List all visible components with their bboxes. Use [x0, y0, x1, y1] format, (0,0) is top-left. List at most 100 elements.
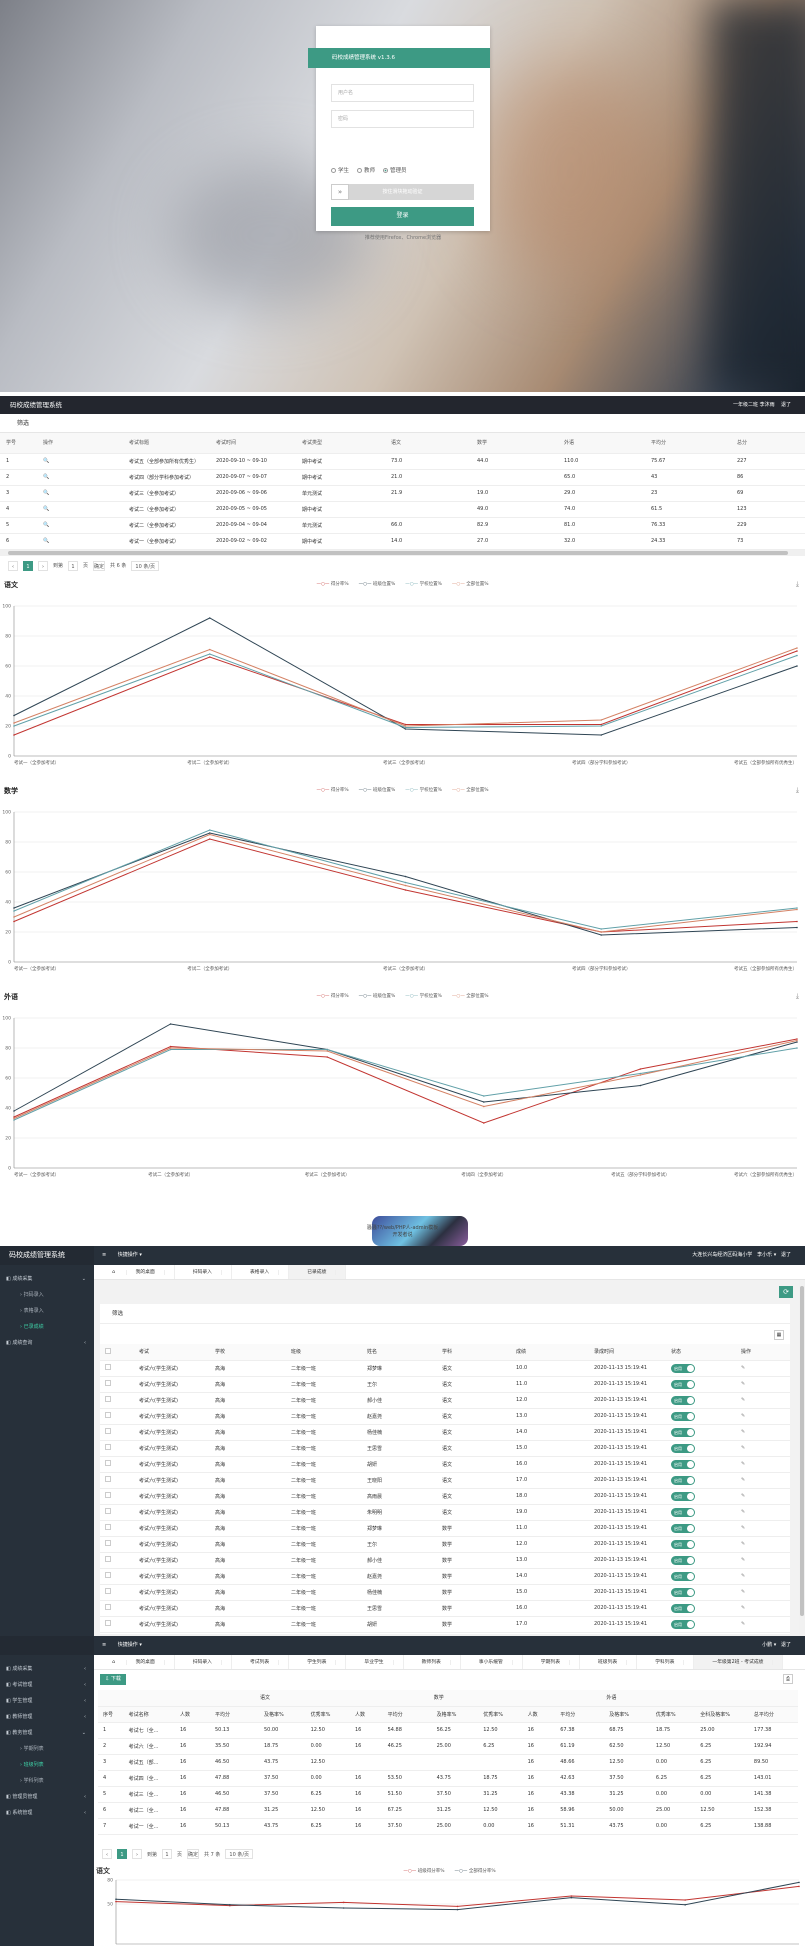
status-toggle[interactable]: 启用	[671, 1475, 695, 1485]
sidebar-item[interactable]: ◧ 成绩采集 ⌄	[6, 1271, 94, 1287]
password-input[interactable]: 密码	[331, 110, 474, 128]
legend-item[interactable]: —○— 学校位置%	[405, 994, 442, 999]
legend-item[interactable]: —○— 全部位置%	[452, 994, 489, 999]
column-header[interactable]: 学号	[0, 433, 37, 454]
refresh-icon[interactable]: ⟳	[779, 1286, 793, 1298]
status-toggle[interactable]: 启用	[671, 1539, 695, 1549]
column-header[interactable]: 外语	[558, 433, 645, 454]
legend-item[interactable]: —○— 全部位置%	[452, 582, 489, 587]
sidebar-item[interactable]: › 扫码录入	[6, 1287, 94, 1303]
edit-icon[interactable]: ✎	[736, 1376, 790, 1393]
row-checkbox[interactable]	[105, 1460, 111, 1466]
column-header[interactable]: 优秀率%	[478, 1706, 523, 1723]
column-header[interactable]: 录成时间	[589, 1344, 666, 1361]
logout-link[interactable]: 退了	[780, 1642, 791, 1648]
slider-handle[interactable]: »	[331, 184, 349, 200]
row-checkbox[interactable]	[105, 1508, 111, 1514]
column-header[interactable]: 学校	[210, 1344, 286, 1361]
filter-bar[interactable]: 筛选	[100, 1304, 790, 1324]
column-header[interactable]: 总分	[731, 433, 805, 454]
slide-captcha[interactable]: » 按住滑块拖动验证	[331, 184, 474, 200]
edit-icon[interactable]: ✎	[736, 1616, 790, 1633]
view-icon[interactable]: 🔍	[37, 501, 123, 518]
column-header[interactable]: 考试标题	[123, 433, 210, 454]
column-header[interactable]: 及格率%	[604, 1706, 651, 1723]
status-toggle[interactable]: 启用	[671, 1459, 695, 1469]
confirm-button[interactable]: 确定	[187, 1849, 200, 1859]
legend-item[interactable]: —○— 班级位置%	[359, 582, 396, 587]
logout-link[interactable]: 退了	[780, 402, 791, 408]
tab[interactable]: 扫码录入	[175, 1655, 232, 1669]
page-number[interactable]: 1	[23, 560, 33, 571]
columns-icon[interactable]: ▦	[774, 1330, 784, 1340]
view-icon[interactable]: 🔍	[37, 453, 123, 470]
page-input[interactable]: 1	[68, 560, 79, 571]
legend-item[interactable]: —○— 全部位置%	[452, 788, 489, 793]
download-icon[interactable]: ⤓	[795, 785, 799, 794]
column-header[interactable]: 优秀率%	[650, 1706, 696, 1723]
sidebar-item[interactable]: › 学期列表	[6, 1741, 94, 1757]
column-header[interactable]	[100, 1344, 134, 1361]
edit-icon[interactable]: ✎	[736, 1584, 790, 1601]
sidebar-item[interactable]: › 班级列表	[6, 1757, 94, 1773]
edit-icon[interactable]: ✎	[736, 1424, 790, 1441]
vertical-scrollbar[interactable]	[799, 1280, 805, 1636]
role-admin[interactable]: 管理员	[383, 166, 407, 174]
select-all-checkbox[interactable]	[105, 1347, 111, 1354]
tab[interactable]: ⌂ 我的桌面	[94, 1265, 175, 1279]
role-teacher[interactable]: 教师	[357, 166, 375, 174]
edit-icon[interactable]: ✎	[736, 1440, 790, 1457]
edit-icon[interactable]: ✎	[736, 1488, 790, 1505]
column-header[interactable]: 考试	[134, 1344, 210, 1361]
tab[interactable]: 考试列表	[232, 1655, 290, 1669]
status-toggle[interactable]: 启用	[671, 1619, 695, 1629]
column-header[interactable]: 成绩	[511, 1344, 589, 1361]
row-checkbox[interactable]	[105, 1492, 111, 1498]
row-checkbox[interactable]	[105, 1444, 111, 1450]
sidebar-item[interactable]: ◧ 管理员管理 ‹	[6, 1789, 94, 1805]
row-checkbox[interactable]	[105, 1604, 111, 1610]
edit-icon[interactable]: ✎	[736, 1392, 790, 1409]
row-checkbox[interactable]	[105, 1412, 111, 1418]
column-header[interactable]: 状态	[666, 1344, 736, 1361]
row-checkbox[interactable]	[105, 1524, 111, 1530]
prev-page[interactable]: ‹	[102, 1849, 112, 1859]
next-page[interactable]: ›	[132, 1849, 142, 1859]
download-icon[interactable]: ⤓	[795, 991, 799, 1000]
column-header[interactable]: 数学	[471, 433, 558, 454]
column-header[interactable]: 及格率%	[431, 1706, 479, 1723]
column-header[interactable]: 语文	[385, 433, 471, 454]
column-header[interactable]: 操作	[37, 433, 123, 454]
column-header[interactable]: 人数	[522, 1706, 556, 1723]
sidebar-item[interactable]: ◧ 学生管理 ‹	[6, 1693, 94, 1709]
row-checkbox[interactable]	[105, 1572, 111, 1578]
legend-item[interactable]: —○— 班级得分率%	[403, 1869, 444, 1874]
row-checkbox[interactable]	[105, 1476, 111, 1482]
role-student[interactable]: 学生	[331, 166, 349, 174]
prev-page[interactable]: ‹	[8, 560, 18, 571]
row-checkbox[interactable]	[105, 1396, 111, 1402]
row-checkbox[interactable]	[105, 1620, 111, 1626]
tab[interactable]: 已录成绩	[289, 1265, 347, 1279]
legend-item[interactable]: —○— 学校位置%	[405, 582, 442, 587]
edit-icon[interactable]: ✎	[736, 1360, 790, 1377]
status-toggle[interactable]: 启用	[671, 1491, 695, 1501]
status-toggle[interactable]: 启用	[671, 1603, 695, 1613]
column-header[interactable]: 考试时间	[210, 433, 296, 454]
edit-icon[interactable]: ✎	[736, 1504, 790, 1521]
user-menu[interactable]: 小鹏	[762, 1642, 773, 1648]
column-header[interactable]: 平均分	[555, 1706, 605, 1723]
tab[interactable]: 表格录入	[232, 1265, 290, 1279]
row-checkbox[interactable]	[105, 1380, 111, 1386]
column-header[interactable]: 操作	[736, 1344, 790, 1361]
column-header[interactable]: 及格率%	[258, 1706, 306, 1723]
sidebar-item[interactable]: › 学科列表	[6, 1773, 94, 1789]
legend-item[interactable]: —○— 得分率%	[316, 582, 348, 587]
sidebar-item[interactable]: ◧ 考试管理 ‹	[6, 1677, 94, 1693]
column-header[interactable]: 序号	[98, 1706, 124, 1723]
legend-item[interactable]: —○— 得分率%	[316, 994, 348, 999]
menu-toggle-icon[interactable]: ≡	[102, 1252, 107, 1258]
column-header[interactable]: 考试名称	[123, 1706, 175, 1723]
user-menu[interactable]: 李小乐	[757, 1252, 773, 1258]
print-icon[interactable]: ⎙	[783, 1674, 793, 1684]
